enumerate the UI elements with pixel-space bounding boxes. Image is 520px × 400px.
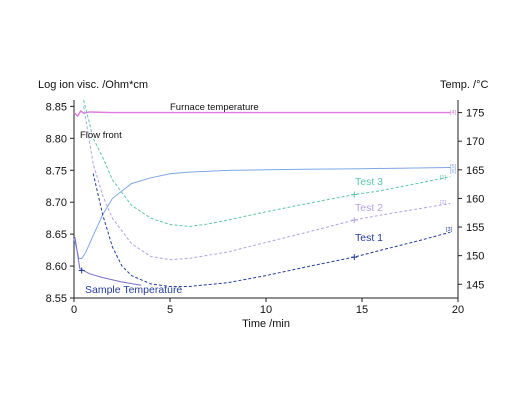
annotation-sample-temperature: Sample Temperature [85,284,182,296]
end-marker-test-3: [1] [440,175,447,181]
y-right-tick-label: 150 [466,251,484,263]
y-left-tick-label: 8.85 [46,101,67,113]
annotation-test-1: Test 1 [355,232,383,244]
y-right-tick-label: 175 [466,108,484,120]
cross-marker [351,254,358,261]
right-axis-label: Temp. /°C [440,79,488,91]
cross-marker [351,191,358,198]
y-right-tick-label: 145 [466,279,484,291]
x-tick-label: 5 [167,304,173,316]
x-tick-label: 10 [260,304,272,316]
series-line-test1 [92,173,451,287]
series-line-test2 [83,106,451,261]
y-left-tick-label: 8.55 [46,293,67,305]
end-marker-sample-b: [6] [450,169,457,175]
series-line-test3 [83,99,451,228]
x-axis-label: Time /min [242,318,290,330]
series-line-sample [73,167,451,259]
x-tick-label: 20 [452,304,464,316]
y-left-tick-label: 8.80 [46,133,67,145]
annotation-test-3: Test 3 [355,176,383,188]
series-line-flowfront [74,237,142,286]
cross-marker [78,267,85,274]
y-left-tick-label: 8.65 [46,229,67,241]
left-axis-label: Log ion visc. /Ohm*cm [38,79,148,91]
y-left-tick-label: 8.60 [46,261,67,273]
y-right-tick-label: 170 [466,136,484,148]
y-right-tick-label: 165 [466,165,484,177]
y-left-tick-label: 8.75 [46,165,67,177]
y-right-tick-label: 155 [466,222,484,234]
annotation-test-2: Test 2 [355,202,383,214]
y-right-tick-label: 160 [466,193,484,205]
y-left-tick-label: 8.70 [46,197,67,209]
end-marker-sample-a: [5] [450,164,457,170]
end-marker-test-1: [3] [446,227,453,233]
end-marker-test-2: [2] [440,200,447,206]
series-line-furnace [73,109,451,118]
x-tick-label: 15 [356,304,368,316]
axis-ticks: 0 5 10 15 20 8.55 8.60 8.65 8.70 8.75 8.80 8.85 145 1… [46,101,485,316]
x-tick-label: 0 [71,304,77,316]
annotation-flow-front: Flow front [80,130,122,141]
marker-layer [78,191,358,274]
cross-marker [351,217,358,224]
end-marker-furnace: [4] [450,110,457,116]
series-layer [73,99,451,287]
annotation-furnace-temperature: Furnace temperature [170,102,259,113]
